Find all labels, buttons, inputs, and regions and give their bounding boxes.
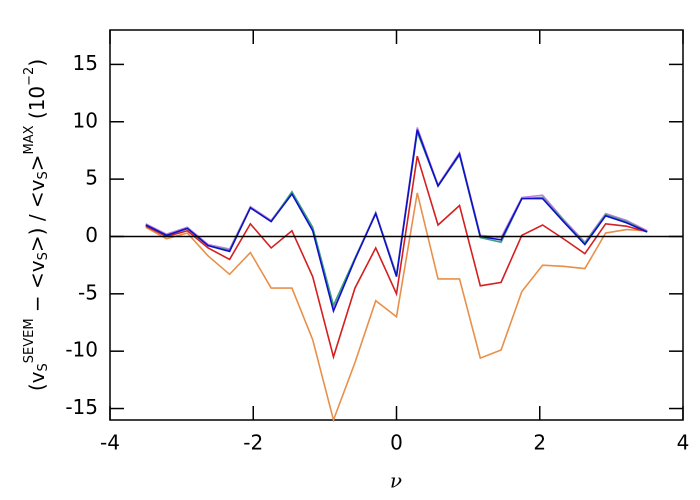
x-tick-label: -4 xyxy=(100,431,120,455)
y-label-part: SEVEM xyxy=(22,318,37,363)
y-label-part: (10 xyxy=(25,86,49,126)
y-axis-label: (vSSEVEM − <vS>) / <vS>MAX (10−2) xyxy=(22,59,51,391)
y-label-part: MAX xyxy=(22,125,37,154)
y-label-part: >) / <v xyxy=(25,179,49,252)
y-tick-label: 0 xyxy=(85,223,98,247)
data-line xyxy=(145,192,648,423)
y-label-part: −2 xyxy=(22,67,37,86)
y-tick-label: -5 xyxy=(78,280,98,304)
y-tick-label: -10 xyxy=(65,338,98,362)
x-axis-label: ν xyxy=(390,469,402,493)
data-line xyxy=(145,128,648,308)
y-label-part: ) xyxy=(25,59,49,67)
x-tick-label: -2 xyxy=(243,431,263,455)
y-label-part: S xyxy=(36,252,51,260)
data-line xyxy=(145,155,648,360)
y-tick-label: 5 xyxy=(85,166,98,190)
x-tick-label: 4 xyxy=(677,431,690,455)
y-label-part: > xyxy=(25,154,49,171)
y-label-part: S xyxy=(36,171,51,179)
x-tick-label: 0 xyxy=(390,431,403,455)
y-label-part: S xyxy=(36,363,51,371)
data-line xyxy=(145,129,648,314)
y-tick-label: 15 xyxy=(73,51,98,75)
y-tick-label: -15 xyxy=(65,395,98,419)
data-line xyxy=(145,127,648,311)
x-tick-label: 2 xyxy=(533,431,546,455)
y-tick-label: 10 xyxy=(73,108,98,132)
y-label-part: − <v xyxy=(25,260,49,318)
y-label-part: (v xyxy=(25,371,49,391)
